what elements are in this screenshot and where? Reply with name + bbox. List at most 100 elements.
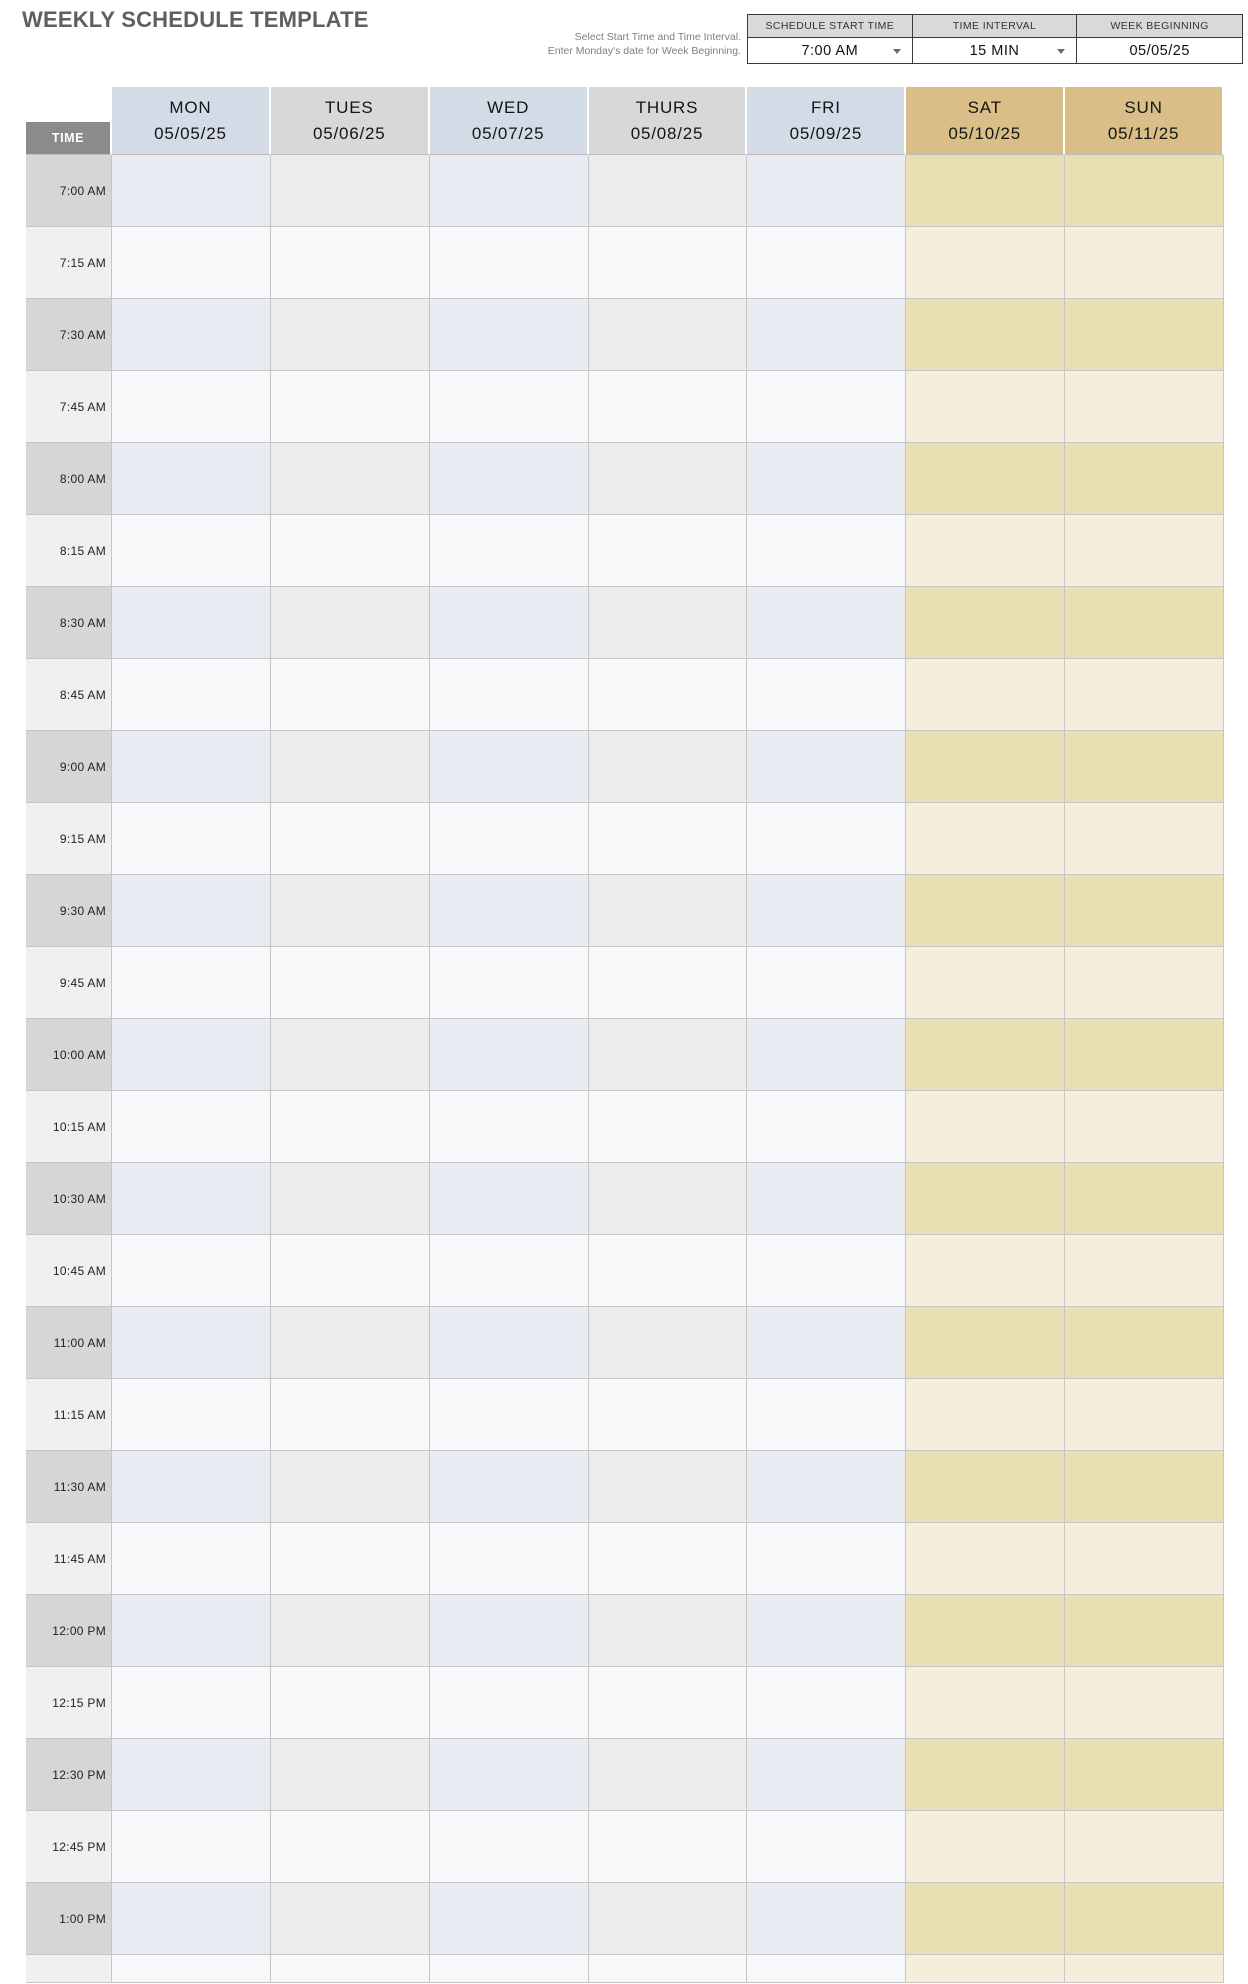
schedule-cell[interactable] xyxy=(112,1379,271,1451)
schedule-cell[interactable] xyxy=(429,1955,589,1983)
schedule-cell[interactable] xyxy=(906,587,1066,659)
schedule-cell[interactable] xyxy=(429,1739,589,1811)
schedule-cell[interactable] xyxy=(112,515,271,587)
schedule-cell[interactable] xyxy=(747,1667,907,1739)
schedule-cell[interactable] xyxy=(270,371,430,443)
schedule-cell[interactable] xyxy=(906,1307,1066,1379)
schedule-cell[interactable] xyxy=(112,875,271,947)
schedule-cell[interactable] xyxy=(588,947,748,1019)
schedule-cell[interactable] xyxy=(906,1379,1066,1451)
schedule-cell[interactable] xyxy=(270,1019,430,1091)
schedule-cell[interactable] xyxy=(270,299,430,371)
schedule-cell[interactable] xyxy=(270,947,430,1019)
schedule-cell[interactable] xyxy=(429,299,589,371)
schedule-cell[interactable] xyxy=(588,1523,748,1595)
schedule-cell[interactable] xyxy=(588,731,748,803)
schedule-cell[interactable] xyxy=(429,371,589,443)
schedule-cell[interactable] xyxy=(906,1955,1066,1983)
schedule-cell[interactable] xyxy=(112,1163,271,1235)
schedule-cell[interactable] xyxy=(429,875,589,947)
schedule-cell[interactable] xyxy=(270,731,430,803)
schedule-cell[interactable] xyxy=(1065,1667,1224,1739)
schedule-cell[interactable] xyxy=(588,155,748,227)
schedule-cell[interactable] xyxy=(429,1019,589,1091)
schedule-cell[interactable] xyxy=(429,1379,589,1451)
schedule-cell[interactable] xyxy=(906,227,1066,299)
schedule-cell[interactable] xyxy=(1065,371,1224,443)
schedule-cell[interactable] xyxy=(1065,1019,1224,1091)
schedule-cell[interactable] xyxy=(906,443,1066,515)
schedule-cell[interactable] xyxy=(747,803,907,875)
schedule-cell[interactable] xyxy=(906,947,1066,1019)
schedule-cell[interactable] xyxy=(429,1235,589,1307)
schedule-cell[interactable] xyxy=(747,1091,907,1163)
schedule-cell[interactable] xyxy=(906,1523,1066,1595)
schedule-cell[interactable] xyxy=(429,731,589,803)
schedule-cell[interactable] xyxy=(747,875,907,947)
schedule-cell[interactable] xyxy=(270,1091,430,1163)
schedule-cell[interactable] xyxy=(747,443,907,515)
schedule-cell[interactable] xyxy=(1065,1091,1224,1163)
schedule-cell[interactable] xyxy=(906,803,1066,875)
schedule-cell[interactable] xyxy=(588,587,748,659)
schedule-cell[interactable] xyxy=(588,1235,748,1307)
schedule-cell[interactable] xyxy=(270,1595,430,1667)
schedule-cell[interactable] xyxy=(1065,515,1224,587)
schedule-cell[interactable] xyxy=(747,1451,907,1523)
schedule-cell[interactable] xyxy=(429,1091,589,1163)
schedule-cell[interactable] xyxy=(270,1235,430,1307)
schedule-cell[interactable] xyxy=(1065,1811,1224,1883)
schedule-start-time-select[interactable]: 7:00 AM xyxy=(748,38,912,63)
schedule-cell[interactable] xyxy=(906,1163,1066,1235)
schedule-cell[interactable] xyxy=(429,515,589,587)
schedule-cell[interactable] xyxy=(270,875,430,947)
schedule-cell[interactable] xyxy=(270,1667,430,1739)
schedule-cell[interactable] xyxy=(747,155,907,227)
schedule-cell[interactable] xyxy=(429,659,589,731)
schedule-cell[interactable] xyxy=(1065,587,1224,659)
schedule-cell[interactable] xyxy=(588,515,748,587)
schedule-cell[interactable] xyxy=(112,299,271,371)
schedule-cell[interactable] xyxy=(588,1883,748,1955)
schedule-cell[interactable] xyxy=(270,1379,430,1451)
schedule-cell[interactable] xyxy=(906,1019,1066,1091)
schedule-cell[interactable] xyxy=(1065,1883,1224,1955)
schedule-cell[interactable] xyxy=(429,1163,589,1235)
schedule-cell[interactable] xyxy=(906,155,1066,227)
schedule-cell[interactable] xyxy=(112,587,271,659)
schedule-cell[interactable] xyxy=(588,875,748,947)
schedule-cell[interactable] xyxy=(588,1667,748,1739)
schedule-cell[interactable] xyxy=(906,371,1066,443)
schedule-cell[interactable] xyxy=(112,1955,271,1983)
schedule-cell[interactable] xyxy=(747,659,907,731)
schedule-cell[interactable] xyxy=(112,1235,271,1307)
schedule-cell[interactable] xyxy=(112,947,271,1019)
schedule-cell[interactable] xyxy=(270,659,430,731)
schedule-cell[interactable] xyxy=(112,803,271,875)
schedule-cell[interactable] xyxy=(906,1451,1066,1523)
schedule-cell[interactable] xyxy=(270,1883,430,1955)
schedule-cell[interactable] xyxy=(270,515,430,587)
schedule-cell[interactable] xyxy=(588,1739,748,1811)
schedule-cell[interactable] xyxy=(429,443,589,515)
schedule-cell[interactable] xyxy=(906,1091,1066,1163)
schedule-cell[interactable] xyxy=(588,299,748,371)
schedule-cell[interactable] xyxy=(1065,875,1224,947)
schedule-cell[interactable] xyxy=(1065,1307,1224,1379)
schedule-cell[interactable] xyxy=(112,1091,271,1163)
schedule-cell[interactable] xyxy=(1065,659,1224,731)
schedule-cell[interactable] xyxy=(588,1379,748,1451)
schedule-cell[interactable] xyxy=(588,227,748,299)
schedule-cell[interactable] xyxy=(747,1955,907,1983)
schedule-cell[interactable] xyxy=(747,947,907,1019)
schedule-cell[interactable] xyxy=(588,1811,748,1883)
schedule-cell[interactable] xyxy=(1065,227,1224,299)
schedule-cell[interactable] xyxy=(747,227,907,299)
schedule-cell[interactable] xyxy=(1065,299,1224,371)
schedule-cell[interactable] xyxy=(270,1307,430,1379)
schedule-cell[interactable] xyxy=(906,875,1066,947)
schedule-cell[interactable] xyxy=(1065,1523,1224,1595)
schedule-cell[interactable] xyxy=(906,299,1066,371)
schedule-cell[interactable] xyxy=(112,1451,271,1523)
schedule-cell[interactable] xyxy=(429,1667,589,1739)
